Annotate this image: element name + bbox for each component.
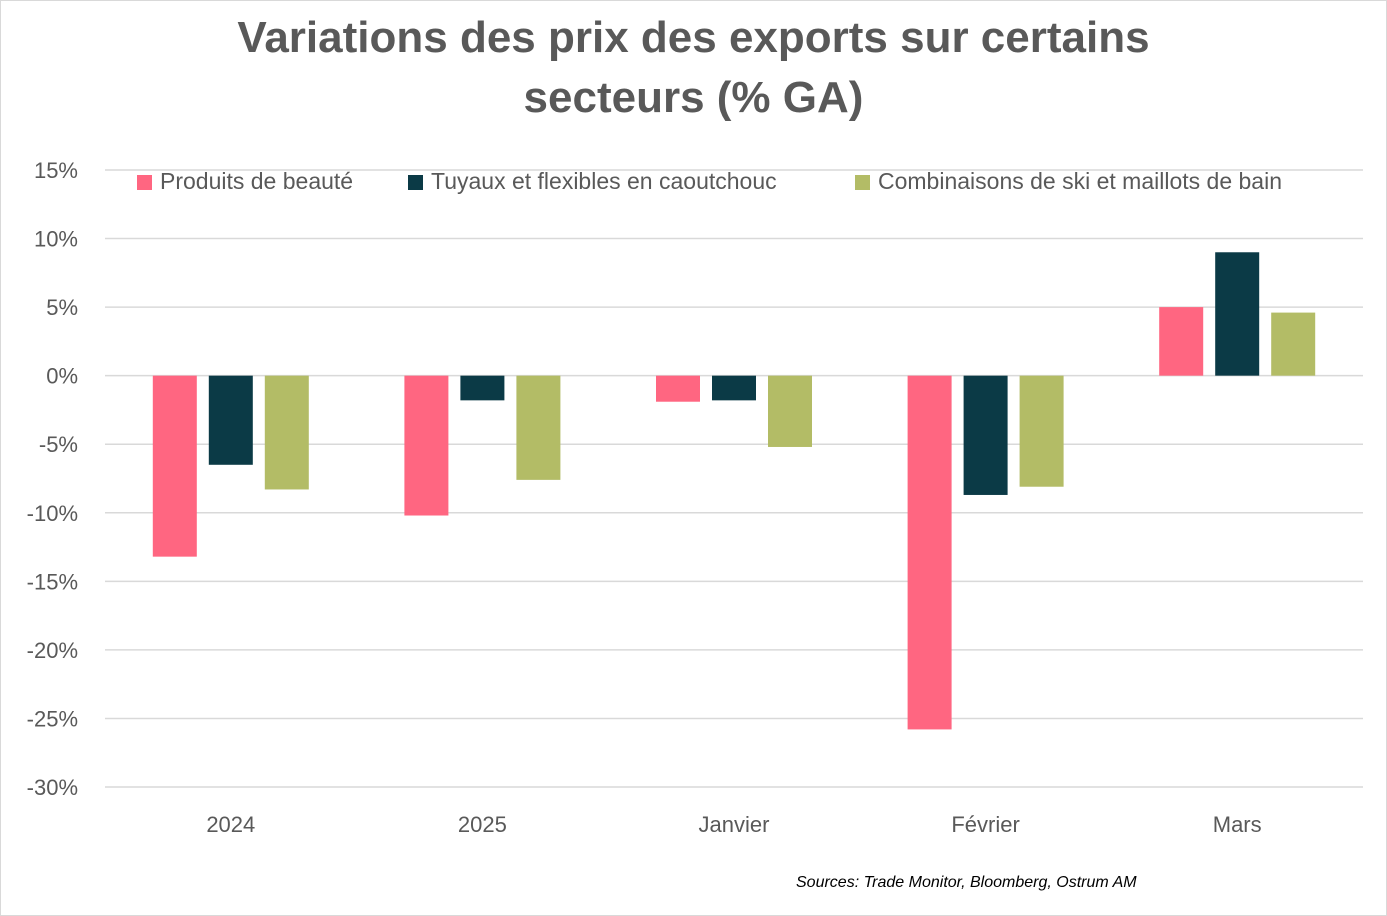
y-tick-label: -25%	[27, 706, 78, 731]
y-tick-label: -10%	[27, 501, 78, 526]
x-tick-label: Février	[951, 812, 1019, 837]
legend-swatch	[855, 175, 870, 190]
y-tick-label: 5%	[46, 295, 78, 320]
bar-3	[516, 375, 561, 480]
bar-3	[768, 375, 812, 447]
bar-1	[152, 375, 197, 557]
x-tick-label: 2025	[458, 812, 507, 837]
y-tick-label: 0%	[46, 364, 78, 389]
x-tick-label: 2024	[206, 812, 255, 837]
y-tick-label: -20%	[27, 638, 78, 663]
bar-1	[1159, 307, 1204, 376]
y-tick-label: -30%	[27, 775, 78, 800]
y-tick-label: 15%	[34, 158, 78, 183]
bar-2	[712, 375, 756, 401]
x-tick-label: Mars	[1213, 812, 1262, 837]
bar-2	[1215, 252, 1260, 376]
x-tick-label: Janvier	[699, 812, 770, 837]
legend-swatch	[137, 175, 152, 190]
legend-swatch	[408, 175, 423, 190]
bar-1	[656, 375, 700, 402]
legend-label: Produits de beauté	[160, 168, 353, 194]
y-tick-label: 10%	[34, 227, 78, 252]
legend-label: Combinaisons de ski et maillots de bain	[878, 168, 1282, 194]
legend-label: Tuyaux et flexibles en caoutchouc	[431, 168, 777, 194]
bar-3	[1271, 312, 1316, 376]
bar-1	[907, 375, 952, 730]
y-tick-label: -15%	[27, 569, 78, 594]
bar-3	[264, 375, 309, 490]
bar-2	[460, 375, 505, 401]
y-tick-label: -5%	[39, 432, 78, 457]
source-note: Sources: Trade Monitor, Bloomberg, Ostru…	[796, 874, 1137, 891]
bar-1	[404, 375, 449, 516]
title-line-1: Variations des prix des exports sur cert…	[237, 13, 1150, 62]
chart-title: Variations des prix des exports sur cert…	[0, 8, 1387, 128]
bar-2	[963, 375, 1008, 495]
bar-2	[208, 375, 253, 465]
title-line-2: secteurs (% GA)	[523, 73, 864, 122]
bar-3	[1019, 375, 1064, 487]
